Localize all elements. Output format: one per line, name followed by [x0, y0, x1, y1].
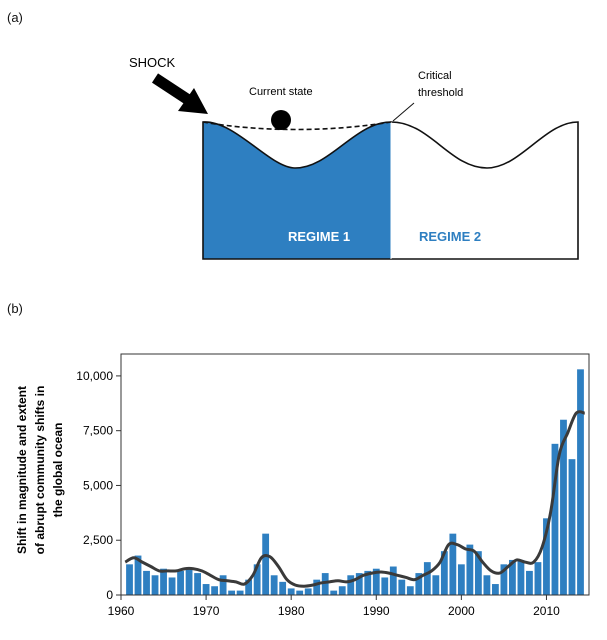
bar-1965: [160, 568, 167, 595]
bar-1996: [423, 562, 431, 595]
x-tick-label: 1970: [193, 604, 220, 618]
bar-1978: [270, 575, 278, 595]
bar-1974: [236, 590, 244, 595]
bar-2013: [568, 459, 576, 595]
x-tick-label: 2000: [448, 604, 475, 618]
bar-2005: [500, 564, 508, 595]
shock-arrow: [151, 73, 208, 114]
shock-label: SHOCK: [129, 55, 176, 70]
y-tick-label: 2,500: [83, 533, 113, 547]
bar-2008: [526, 570, 533, 595]
landscape-outline: [202, 121, 579, 260]
y-tick-label: 10,000: [76, 369, 113, 383]
bar-1998: [440, 551, 448, 595]
bar-1972: [219, 575, 227, 595]
x-tick-label: 1980: [278, 604, 305, 618]
bar-1989: [364, 570, 372, 595]
bar-1971: [211, 586, 219, 595]
bar-1986: [338, 586, 346, 595]
bar-1999: [449, 533, 457, 595]
bar-1992: [389, 566, 397, 595]
bar-1970: [202, 584, 210, 595]
regime-diagram: SHOCK Current state Critical threshold R…: [129, 55, 579, 260]
bar-1976: [253, 564, 261, 595]
bar-1984: [321, 573, 329, 595]
y-tick-label: 5,000: [83, 478, 113, 492]
bar-1981: [296, 590, 304, 595]
threshold-label-line1: Critical: [418, 70, 452, 82]
bar-1975: [245, 579, 253, 595]
bar-2009: [534, 562, 542, 595]
bar-1995: [415, 573, 423, 595]
y-axis-label-line1: Shift in magnitude and extent: [15, 386, 29, 554]
bar-1969: [194, 573, 201, 595]
y-axis-label-line3: the global ocean: [51, 423, 65, 518]
bar-1991: [381, 577, 389, 595]
panel-a-label: (a): [7, 10, 23, 25]
bar-1977: [262, 533, 270, 595]
bar-1967: [177, 570, 184, 595]
regime-1-area: [203, 121, 391, 259]
regime-1-label: REGIME 1: [288, 229, 350, 244]
regime-2-label: REGIME 2: [419, 229, 481, 244]
bar-1994: [406, 586, 414, 595]
bar-1963: [143, 570, 150, 595]
bar-1980: [287, 588, 295, 595]
bar-2003: [483, 575, 491, 595]
smoothed-trend-line: [124, 410, 586, 588]
y-tick-label: 7,500: [83, 424, 113, 438]
x-tick-label: 2010: [533, 604, 560, 618]
bar-2014: [577, 369, 584, 595]
current-state-ball: [271, 110, 291, 130]
bar-1962: [134, 555, 142, 595]
bar-2007: [517, 559, 525, 595]
threshold-label-line2: threshold: [418, 87, 463, 99]
bar-2010: [543, 518, 550, 595]
bar-1997: [432, 575, 440, 595]
bar-1966: [168, 577, 176, 595]
y-axis-label-line2: of abrupt community shifts in: [33, 386, 47, 555]
x-tick-label: 1960: [108, 604, 135, 618]
threshold-dashed-line: [202, 121, 392, 131]
abrupt-shifts-chart: 1960 1970 1980 1990 2000 2010 0 2,500 5,000 7,50…: [15, 353, 590, 618]
bar-1990: [372, 568, 380, 595]
bar-2004: [491, 584, 499, 595]
bar-1973: [228, 590, 236, 595]
y-axis-ticks: 0 2,500 5,000 7,500 10,000: [76, 369, 121, 602]
x-axis-ticks: 1960 1970 1980 1990 2000 2010: [108, 595, 560, 618]
x-tick-label: 1990: [363, 604, 390, 618]
bar-1979: [279, 581, 287, 595]
bar-series: [126, 369, 584, 595]
bar-2001: [466, 544, 474, 595]
bar-2011: [551, 443, 559, 595]
bar-1985: [330, 590, 338, 595]
bar-1988: [355, 573, 363, 595]
bar-1983: [313, 579, 321, 595]
bar-2002: [474, 551, 482, 595]
current-state-label: Current state: [249, 86, 313, 98]
threshold-pointer: [392, 102, 415, 122]
bar-2000: [457, 564, 465, 595]
bar-1961: [126, 564, 133, 595]
bar-2012: [560, 419, 567, 595]
bar-1982: [304, 588, 312, 595]
y-tick-label: 0: [106, 588, 113, 602]
smoothed-line-series: [124, 410, 586, 588]
bar-1987: [347, 575, 355, 595]
bar-1968: [185, 568, 193, 595]
bar-1993: [398, 579, 406, 595]
bar-2006: [509, 559, 516, 595]
plot-frame: [120, 353, 590, 596]
bar-1964: [151, 575, 159, 595]
panel-b-label: (b): [7, 301, 23, 316]
